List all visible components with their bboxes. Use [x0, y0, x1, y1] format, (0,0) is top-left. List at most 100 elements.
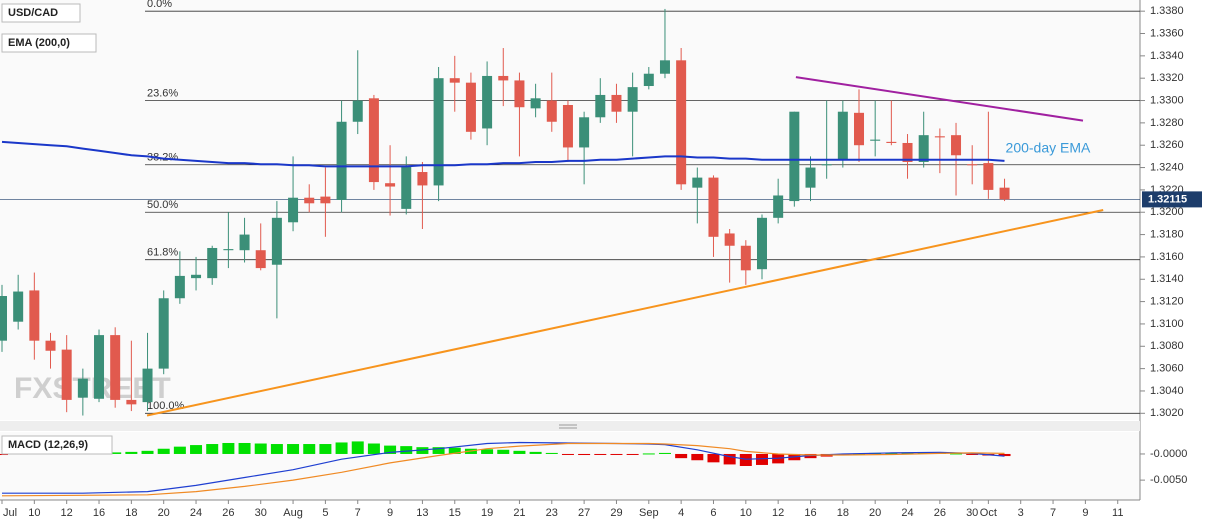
- trendline: [146, 209, 1104, 417]
- candle-body: [562, 105, 573, 148]
- candle-body: [320, 196, 331, 204]
- y-tick-label: 1.3040: [1150, 385, 1184, 397]
- fib-label: 61.8%: [147, 247, 178, 259]
- x-tick-label: 24: [901, 507, 913, 519]
- candle-body: [999, 187, 1010, 200]
- candle-body: [336, 121, 347, 200]
- indicator-box: [1, 33, 97, 53]
- macd-bar: [481, 449, 494, 454]
- macd-bar: [545, 452, 558, 454]
- fib-label: 100.0%: [147, 400, 185, 412]
- macd-bar: [561, 453, 574, 455]
- x-tick-label: 20: [158, 507, 170, 519]
- macd-panel: [0, 432, 1140, 500]
- macd-box: [1, 435, 113, 455]
- candle-body: [385, 183, 396, 187]
- macd-bar: [998, 453, 1011, 457]
- x-tick-label: 15: [449, 507, 461, 519]
- x-tick-label: 19: [481, 507, 493, 519]
- candle-body: [676, 60, 687, 185]
- macd-bar: [707, 453, 720, 463]
- candle-body: [514, 80, 525, 108]
- x-tick-label: 16: [93, 507, 105, 519]
- x-tick-label: Oct: [980, 507, 997, 519]
- candle-body: [595, 94, 606, 118]
- x-tick-label: 26: [934, 507, 946, 519]
- candle-body: [94, 335, 105, 399]
- y-tick-label: -0.0000: [1150, 448, 1187, 460]
- candle-body: [191, 274, 202, 279]
- candle-body: [983, 163, 994, 190]
- macd-bar: [157, 448, 170, 454]
- candle-body: [546, 100, 557, 122]
- last-price-box: [1142, 191, 1202, 208]
- candle-body: [126, 399, 137, 405]
- y-tick-label: 1.3140: [1150, 273, 1184, 285]
- candle-body: [498, 75, 509, 81]
- y-tick-label: 1.3060: [1150, 363, 1184, 375]
- candle-body: [110, 335, 121, 400]
- macd-bar: [270, 444, 283, 454]
- x-tick-label: 16: [804, 507, 816, 519]
- x-tick-label: Sep: [639, 507, 659, 519]
- macd-bar: [642, 453, 655, 455]
- macd-bar: [950, 453, 963, 455]
- macd-bar: [513, 450, 526, 454]
- y-tick-label: 1.3240: [1150, 161, 1184, 173]
- x-tick-label: 23: [546, 507, 558, 519]
- candle-body: [659, 60, 670, 74]
- candle-body: [255, 250, 266, 269]
- macd-bar: [416, 447, 429, 454]
- macd-bar: [351, 441, 364, 454]
- x-tick-label: 30: [966, 507, 978, 519]
- candle-body: [417, 172, 428, 186]
- candle-body: [0, 296, 7, 341]
- candle-body: [918, 135, 929, 162]
- x-tick-label: 4: [678, 507, 684, 519]
- candle-body: [45, 340, 56, 351]
- x-tick-label: 12: [61, 507, 73, 519]
- y-tick-label: 1.3160: [1150, 251, 1184, 263]
- candle-body: [271, 217, 282, 265]
- macd-bar: [432, 447, 445, 454]
- x-tick-label: Jul: [3, 507, 17, 519]
- x-tick-label: 7: [1050, 507, 1056, 519]
- symbol: USD/CAD: [8, 7, 58, 19]
- macd-bar: [529, 451, 542, 454]
- macd-bar: [335, 442, 348, 454]
- x-tick-label: 5: [322, 507, 328, 519]
- x-tick-label: 12: [772, 507, 784, 519]
- macd-bar: [966, 453, 979, 455]
- candle-body: [627, 87, 638, 112]
- x-tick-label: 18: [837, 507, 849, 519]
- candle-body: [821, 164, 832, 166]
- macd-bar: [109, 452, 122, 454]
- x-tick-label: 9: [1082, 507, 1088, 519]
- macd-bar: [658, 452, 671, 454]
- macd-bar: [626, 453, 639, 455]
- candle-body: [708, 177, 719, 237]
- y-tick-label: 1.3340: [1150, 50, 1184, 62]
- x-tick-label: 29: [610, 507, 622, 519]
- indicator: EMA (200,0): [8, 37, 70, 49]
- macd-bar: [222, 442, 235, 454]
- candle-body: [433, 78, 444, 186]
- x-tick-label: 27: [578, 507, 590, 519]
- candle-body: [902, 142, 913, 162]
- x-tick-label: 7: [355, 507, 361, 519]
- candle-body: [368, 98, 379, 183]
- y-tick-label: 1.3100: [1150, 318, 1184, 330]
- candle-body: [967, 164, 978, 166]
- macd-bar: [675, 453, 688, 459]
- candle-body: [886, 141, 897, 143]
- x-tick-label: 11: [1112, 507, 1123, 519]
- y-tick-label: 1.3080: [1150, 340, 1184, 352]
- fib-label: 23.6%: [147, 87, 178, 99]
- symbol-box: [1, 3, 81, 23]
- candle-body: [870, 139, 881, 141]
- candle-body: [740, 245, 751, 271]
- macd-bar: [367, 443, 380, 454]
- x-tick-label: 10: [740, 507, 752, 519]
- candle-body: [61, 349, 72, 400]
